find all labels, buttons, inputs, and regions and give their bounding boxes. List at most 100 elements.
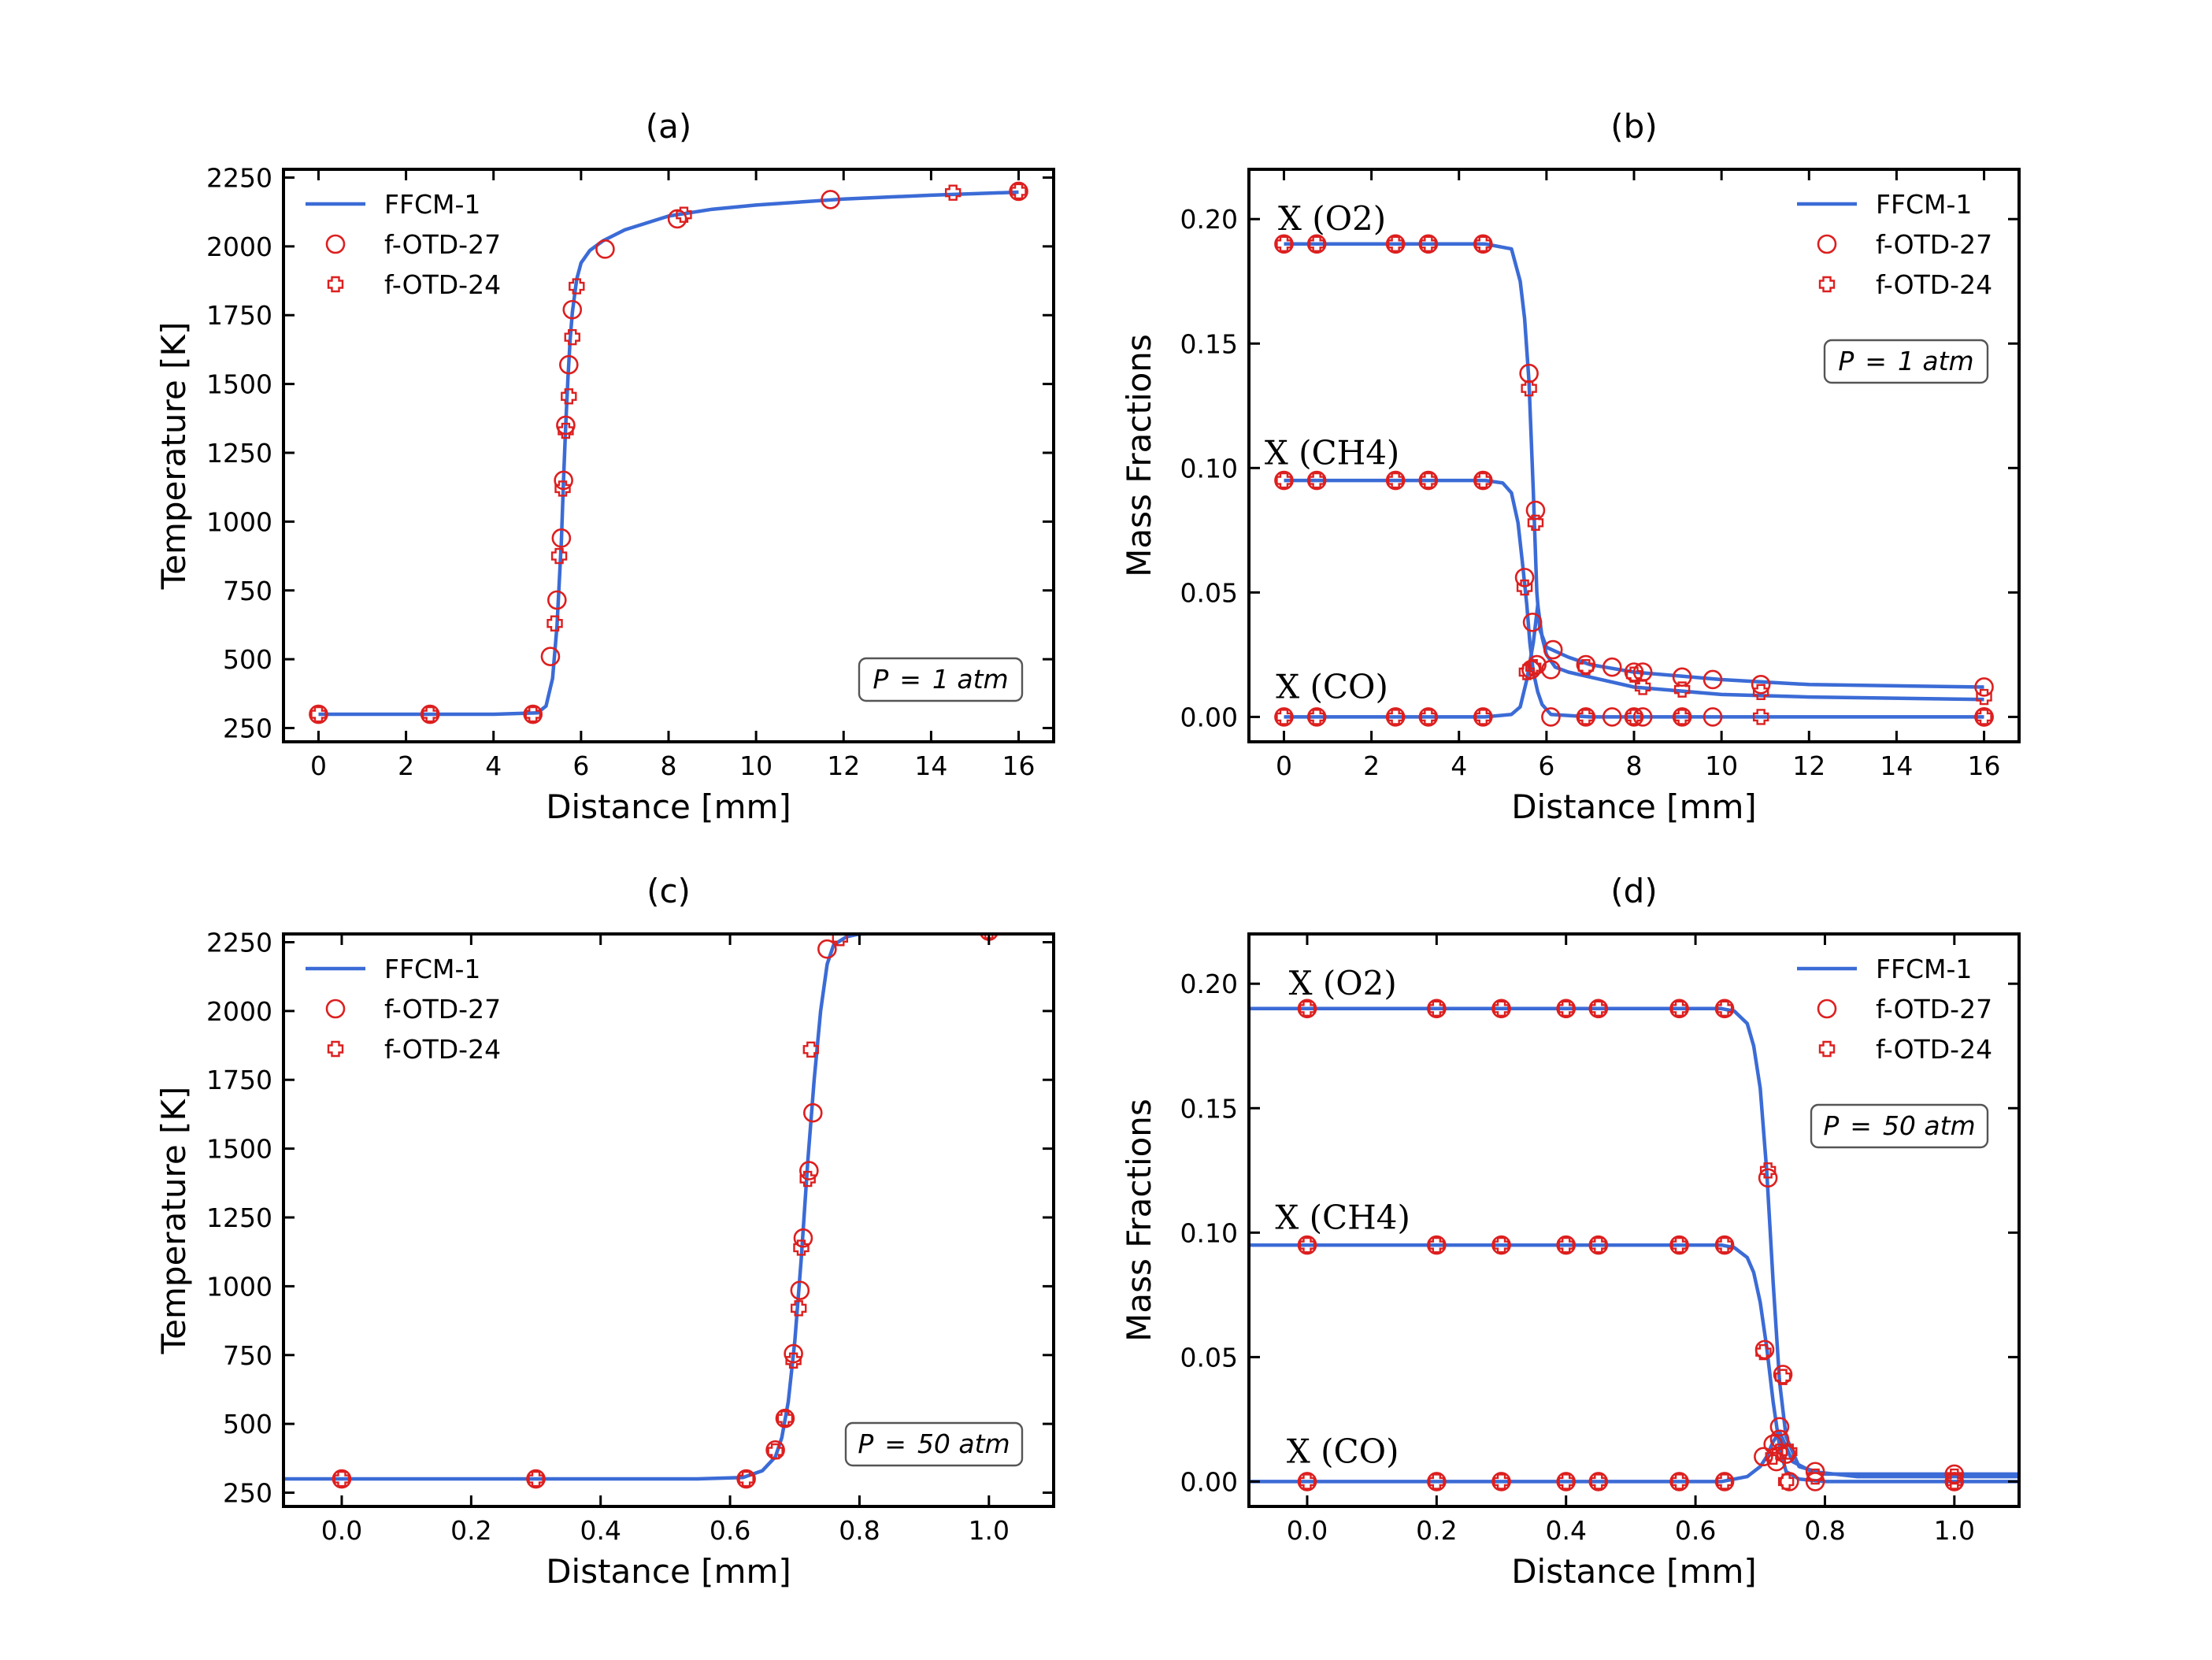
- data-point-f-otd-27: [1669, 999, 1689, 1019]
- annotation-box: [1823, 339, 1989, 384]
- data-point-f-otd-24: [1671, 1473, 1688, 1490]
- data-point-f-otd-24: [1475, 709, 1491, 725]
- x-tick-label: 4: [1451, 750, 1467, 781]
- y-tick-label: 0.05: [1180, 1342, 1238, 1373]
- legend-entry: f-OTD-27: [384, 994, 501, 1025]
- data-point-f-otd-27: [1306, 707, 1327, 727]
- data-point-f-otd-27: [1588, 1472, 1609, 1491]
- panel-title: (b): [1610, 107, 1657, 146]
- data-point-f-otd-24: [1428, 1473, 1445, 1490]
- data-point-f-otd-24: [1299, 1000, 1316, 1017]
- data-point-f-otd-24: [1387, 235, 1404, 253]
- data-point-f-otd-24: [776, 1410, 794, 1427]
- data-point-f-otd-27: [1624, 707, 1644, 727]
- x-axis-label: Distance [mm]: [546, 1552, 791, 1591]
- x-tick-label: 12: [827, 750, 860, 781]
- data-point-f-otd-24: [554, 480, 571, 497]
- y-tick-label: 1500: [206, 1134, 272, 1165]
- x-tick-label: 12: [1792, 750, 1825, 781]
- data-point-f-otd-24: [1777, 1473, 1795, 1490]
- data-point-f-otd-27: [1779, 1472, 1799, 1491]
- x-tick-label: 0.0: [321, 1515, 362, 1546]
- data-point-f-otd-27: [556, 415, 576, 435]
- data-point-f-otd-27: [420, 704, 440, 724]
- data-point-f-otd-27: [332, 1469, 352, 1489]
- panel-c: (c) 0.0 0.2 0.4 0.6 0.8 1.0 250 500 750 1000 1250 15…: [154, 872, 1055, 1591]
- x-tick-label: 16: [1968, 750, 2001, 781]
- data-point-f-otd-24: [1493, 1473, 1510, 1490]
- data-point-f-otd-27: [1297, 999, 1317, 1019]
- pressure-annotation: P = 1 atm: [1823, 339, 1989, 384]
- data-point-f-otd-27: [802, 1102, 823, 1123]
- data-point-f-otd-24: [1525, 658, 1542, 676]
- legend-entry: f-OTD-27: [1876, 994, 1992, 1025]
- data-point-f-otd-27: [1602, 657, 1622, 677]
- data-point-f-otd-24: [1420, 709, 1437, 725]
- data-point-f-otd-27: [1491, 1472, 1511, 1491]
- data-point-f-otd-27: [1385, 470, 1406, 491]
- species-label: X (CO): [1276, 667, 1388, 706]
- data-point-f-otd-27: [1427, 999, 1447, 1019]
- data-point-f-otd-24: [1577, 709, 1595, 725]
- data-point-f-otd-24: [1308, 709, 1325, 725]
- legend-plus-marker: [327, 276, 344, 293]
- data-point-f-otd-24: [561, 388, 577, 405]
- panel-d: (d) 0.0 0.2 0.4 0.6 0.8 1.0 0.00 0.05 0.10 0.15 0.2…: [1120, 872, 2021, 1591]
- data-point-f-otd-24: [1420, 472, 1437, 489]
- y-tick-label: 0.00: [1180, 1466, 1238, 1497]
- legend-entry: FFCM-1: [384, 189, 480, 220]
- data-point-f-otd-24: [1276, 709, 1292, 725]
- panel-title: (d): [1610, 872, 1657, 910]
- x-tick-label: 0: [310, 750, 327, 781]
- series-line-o2: [1249, 1006, 2019, 1477]
- data-point-f-otd-24: [1299, 1236, 1316, 1254]
- pressure-equals: =: [1865, 346, 1887, 376]
- data-point-f-otd-27: [1714, 1472, 1735, 1491]
- data-point-f-otd-24: [1716, 1000, 1733, 1017]
- legend-circle-marker: [325, 999, 346, 1019]
- y-axis-label: Mass Fractions: [1120, 334, 1158, 577]
- data-point-f-otd-27: [1805, 1472, 1825, 1491]
- data-point-f-otd-24: [1774, 1369, 1791, 1385]
- data-point-f-otd-24: [1516, 579, 1533, 596]
- data-point-f-otd-27: [775, 1408, 795, 1428]
- data-point-f-otd-24: [1518, 664, 1536, 680]
- data-point-f-otd-27: [1758, 1168, 1778, 1188]
- data-point-f-otd-27: [736, 1469, 756, 1489]
- data-point-f-otd-27: [1541, 707, 1561, 727]
- y-axis-label: Temperature [K]: [154, 1087, 193, 1355]
- data-point-f-otd-27: [1751, 674, 1771, 695]
- y-tick-label: 0.15: [1180, 328, 1238, 359]
- legend-plus-marker: [327, 1040, 344, 1058]
- data-point-f-otd-27: [1514, 568, 1535, 587]
- pressure-value: 1 atm: [1898, 346, 1974, 376]
- x-tick-label: 0.4: [1545, 1515, 1586, 1546]
- y-tick-label: 0.20: [1180, 204, 1238, 235]
- plot-area: [1274, 234, 1994, 727]
- x-tick-label: 6: [1538, 750, 1554, 781]
- data-point-f-otd-27: [790, 1280, 810, 1300]
- data-point-f-otd-27: [1974, 677, 1994, 697]
- data-point-f-otd-24: [569, 278, 585, 295]
- pressure-equals: =: [1850, 1110, 1872, 1141]
- annotation-box: [844, 1421, 1024, 1467]
- data-point-f-otd-24: [1755, 1343, 1772, 1361]
- data-point-f-otd-27: [562, 299, 583, 320]
- y-tick-label: 1750: [206, 300, 272, 331]
- data-point-f-otd-27: [1769, 1429, 1790, 1449]
- data-point-f-otd-24: [793, 1239, 810, 1256]
- data-point-f-otd-24: [1276, 472, 1292, 489]
- data-point-f-otd-24: [1428, 1000, 1445, 1017]
- data-point-f-otd-27: [1754, 1447, 1773, 1467]
- pressure-annotation: P = 1 atm: [858, 657, 1024, 702]
- data-point-f-otd-27: [1274, 707, 1294, 727]
- legend-circle-marker: [1817, 234, 1837, 254]
- pressure-symbol: P: [1838, 346, 1854, 376]
- data-point-f-otd-27: [1385, 707, 1406, 727]
- y-tick-label: 500: [223, 644, 272, 675]
- legend: FFCM-1 f-OTD-27 f-OTD-24: [1797, 189, 1992, 300]
- plot-area: [1249, 999, 2019, 1491]
- data-point-f-otd-27: [1669, 1235, 1689, 1255]
- x-tick-label: 0.6: [1675, 1515, 1716, 1546]
- data-point-f-otd-27: [1602, 707, 1622, 727]
